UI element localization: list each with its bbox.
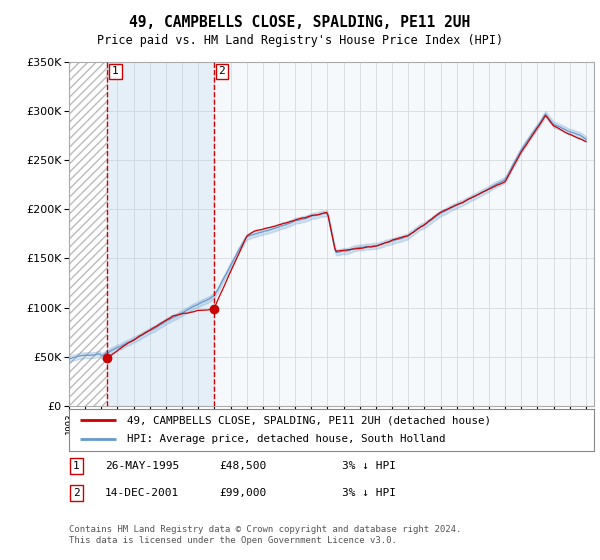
Text: 3% ↓ HPI: 3% ↓ HPI — [342, 488, 396, 498]
Text: 1: 1 — [112, 67, 119, 77]
Text: 1: 1 — [73, 461, 80, 471]
Text: 26-MAY-1995: 26-MAY-1995 — [105, 461, 179, 471]
Text: 49, CAMPBELLS CLOSE, SPALDING, PE11 2UH: 49, CAMPBELLS CLOSE, SPALDING, PE11 2UH — [130, 15, 470, 30]
Bar — [107, 62, 214, 406]
Text: 3% ↓ HPI: 3% ↓ HPI — [342, 461, 396, 471]
Bar — [214, 62, 594, 406]
Text: 2: 2 — [218, 67, 225, 77]
Text: Contains HM Land Registry data © Crown copyright and database right 2024.
This d: Contains HM Land Registry data © Crown c… — [69, 525, 461, 545]
Text: £99,000: £99,000 — [219, 488, 266, 498]
Text: 14-DEC-2001: 14-DEC-2001 — [105, 488, 179, 498]
Text: £48,500: £48,500 — [219, 461, 266, 471]
Text: 49, CAMPBELLS CLOSE, SPALDING, PE11 2UH (detached house): 49, CAMPBELLS CLOSE, SPALDING, PE11 2UH … — [127, 415, 491, 425]
Text: 2: 2 — [73, 488, 80, 498]
Text: Price paid vs. HM Land Registry's House Price Index (HPI): Price paid vs. HM Land Registry's House … — [97, 34, 503, 46]
Bar — [69, 62, 107, 406]
Text: HPI: Average price, detached house, South Holland: HPI: Average price, detached house, Sout… — [127, 435, 445, 445]
